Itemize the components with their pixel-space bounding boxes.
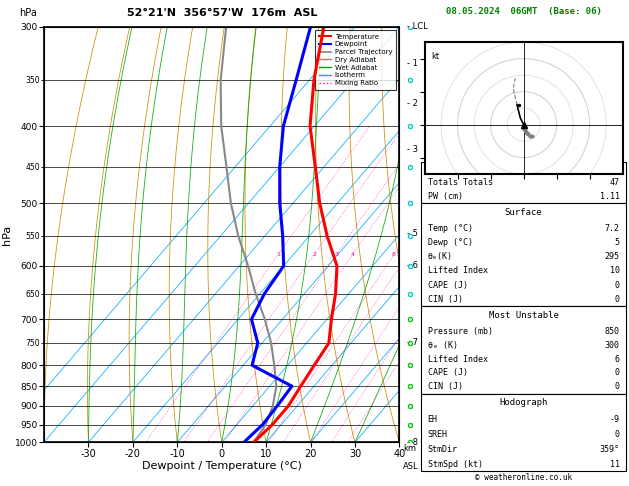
X-axis label: Dewpoint / Temperature (°C): Dewpoint / Temperature (°C) (142, 461, 302, 471)
Text: CIN (J): CIN (J) (428, 295, 462, 304)
Text: SREH: SREH (428, 430, 448, 439)
Text: 0: 0 (615, 295, 620, 304)
Text: - 7: - 7 (406, 338, 418, 347)
Text: Temp (°C): Temp (°C) (428, 224, 472, 233)
Text: hPa: hPa (19, 8, 37, 18)
Text: CAPE (J): CAPE (J) (428, 368, 467, 378)
Text: - 6: - 6 (406, 261, 418, 270)
Text: 3: 3 (335, 252, 338, 257)
Text: 6: 6 (615, 355, 620, 364)
Text: - LCL: - LCL (406, 22, 427, 31)
Text: StmSpd (kt): StmSpd (kt) (428, 459, 482, 469)
Text: Pressure (mb): Pressure (mb) (428, 327, 493, 336)
Text: θₑ(K): θₑ(K) (428, 252, 452, 261)
Text: Mixing Ratio (g/kg): Mixing Ratio (g/kg) (438, 195, 447, 274)
Text: 1: 1 (277, 252, 281, 257)
Text: StmDir: StmDir (428, 445, 457, 454)
Text: EH: EH (428, 415, 438, 424)
Text: 8: 8 (392, 252, 396, 257)
Text: - 2: - 2 (406, 99, 418, 108)
Text: 08.05.2024  06GMT  (Base: 06): 08.05.2024 06GMT (Base: 06) (446, 7, 601, 17)
Text: 295: 295 (604, 252, 620, 261)
Y-axis label: hPa: hPa (2, 225, 12, 244)
Text: K: K (428, 164, 433, 173)
Text: 300: 300 (604, 341, 620, 350)
Legend: Temperature, Dewpoint, Parcel Trajectory, Dry Adiabat, Wet Adiabat, Isotherm, Mi: Temperature, Dewpoint, Parcel Trajectory… (315, 30, 396, 89)
Text: 52°21'N  356°57'W  176m  ASL: 52°21'N 356°57'W 176m ASL (126, 8, 317, 18)
Text: Totals Totals: Totals Totals (428, 178, 493, 187)
Text: 5: 5 (615, 238, 620, 247)
Text: - 1: - 1 (406, 59, 418, 68)
Text: 10: 10 (610, 266, 620, 276)
Text: 0: 0 (615, 368, 620, 378)
Text: Dewp (°C): Dewp (°C) (428, 238, 472, 247)
Text: 7.2: 7.2 (604, 224, 620, 233)
Text: CIN (J): CIN (J) (428, 382, 462, 391)
Text: kt: kt (431, 52, 439, 61)
Text: 0: 0 (615, 382, 620, 391)
Text: 1.11: 1.11 (599, 192, 620, 201)
Text: - 5: - 5 (406, 228, 418, 238)
Text: CAPE (J): CAPE (J) (428, 280, 467, 290)
Text: km: km (403, 444, 416, 452)
Text: θₑ (K): θₑ (K) (428, 341, 457, 350)
Text: © weatheronline.co.uk: © weatheronline.co.uk (475, 473, 572, 482)
Text: PW (cm): PW (cm) (428, 192, 462, 201)
Text: Lifted Index: Lifted Index (428, 266, 487, 276)
Text: -3: -3 (610, 164, 620, 173)
Text: Hodograph: Hodograph (499, 399, 548, 407)
Text: ASL: ASL (403, 462, 418, 470)
Bar (421, 203, 626, 306)
Text: Most Unstable: Most Unstable (489, 311, 559, 320)
Text: 47: 47 (610, 178, 620, 187)
Text: 2: 2 (312, 252, 316, 257)
Text: -9: -9 (610, 415, 620, 424)
Bar (421, 394, 626, 471)
Text: 0: 0 (615, 280, 620, 290)
Text: 4: 4 (351, 252, 355, 257)
Bar (421, 306, 626, 394)
Text: - 8: - 8 (406, 438, 418, 447)
Text: 850: 850 (604, 327, 620, 336)
Text: 11: 11 (610, 459, 620, 469)
Text: - 3: - 3 (406, 145, 418, 155)
Text: Surface: Surface (505, 208, 542, 217)
Bar (421, 162, 626, 203)
Text: 359°: 359° (599, 445, 620, 454)
Text: 0: 0 (615, 430, 620, 439)
Text: Lifted Index: Lifted Index (428, 355, 487, 364)
